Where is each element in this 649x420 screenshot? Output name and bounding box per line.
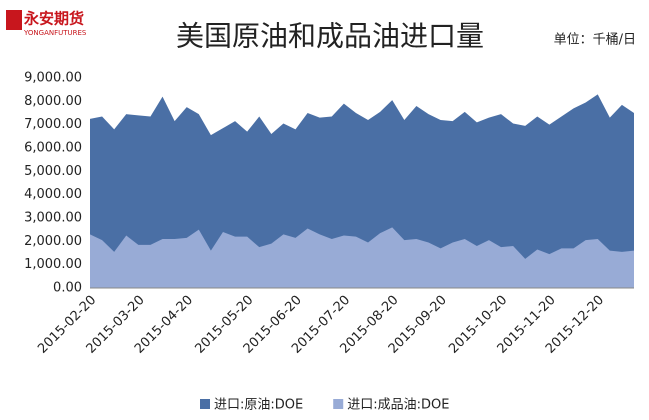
y-tick-label: 9,000.00 [24, 71, 82, 86]
logo-name: 永安期货 [23, 10, 84, 28]
y-tick-label: 4,000.00 [24, 187, 82, 202]
chart-title: 美国原油和成品油进口量 [176, 20, 484, 53]
y-tick-label: 2,000.00 [24, 234, 82, 249]
y-tick-label: 8,000.00 [24, 94, 82, 109]
y-tick-label: 6,000.00 [24, 141, 82, 156]
y-tick-label: 0.00 [53, 281, 82, 296]
y-tick-label: 3,000.00 [24, 211, 82, 226]
y-tick-label: 1,000.00 [24, 257, 82, 272]
y-tick-label: 5,000.00 [24, 164, 82, 179]
legend-label: 进口:成品油:DOE [347, 398, 449, 413]
legend-swatch [200, 399, 210, 409]
y-tick-label: 7,000.00 [24, 117, 82, 132]
unit-label: 单位：千桶/日 [554, 33, 636, 48]
legend-swatch [333, 399, 344, 409]
logo-sub: YONGANFUTURES [23, 29, 87, 37]
area [90, 227, 634, 288]
logo: 永安期货 YONGANFUTURES [6, 10, 87, 37]
legend-label: 进口:原油:DOE [214, 398, 303, 413]
logo-icon [6, 10, 22, 30]
